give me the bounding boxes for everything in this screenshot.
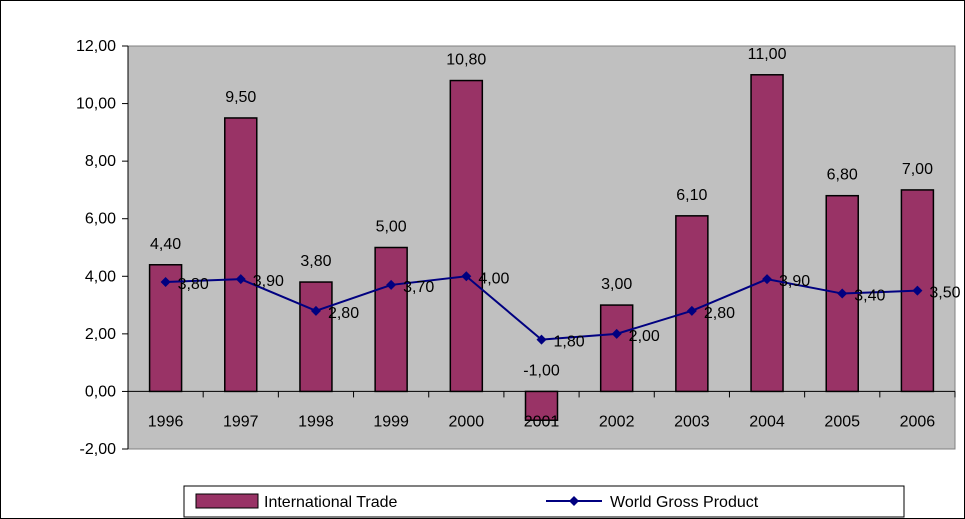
x-tick-label: 2001 xyxy=(524,413,560,430)
x-tick-label: 2005 xyxy=(824,413,860,430)
line-point-2005 xyxy=(837,288,848,299)
bar-data-label: 5,00 xyxy=(376,219,407,236)
bar-data-label: 7,00 xyxy=(902,161,933,178)
bar-1997 xyxy=(224,117,258,393)
line-point-1996 xyxy=(160,277,171,288)
x-tick-label: 2004 xyxy=(749,413,785,430)
bar-data-label: 3,00 xyxy=(601,276,632,293)
line-data-label: 2,80 xyxy=(704,305,735,322)
line-data-label: 1,80 xyxy=(554,334,585,351)
x-tick-label: 1996 xyxy=(148,413,184,430)
bar-1999 xyxy=(374,246,408,393)
bar-data-label: 9,50 xyxy=(225,89,256,106)
legend: International Trade World Gross Product xyxy=(183,485,905,518)
bar-2000 xyxy=(449,79,484,393)
legend-box xyxy=(183,485,905,518)
line-data-label: 3,50 xyxy=(929,285,960,302)
x-tick-label: 2000 xyxy=(449,413,485,430)
bar-data-label: 11,00 xyxy=(748,46,787,63)
line-data-label: 3,70 xyxy=(403,279,434,296)
line-point-1999 xyxy=(386,279,397,290)
y-tick-label: 0,00 xyxy=(85,383,116,400)
x-tick-label: 1997 xyxy=(223,413,259,430)
legend-label-world-gross-product: World Gross Product xyxy=(610,494,759,511)
plot-area xyxy=(127,45,956,450)
line-point-2001 xyxy=(536,334,547,345)
line-data-label: 3,80 xyxy=(178,276,209,293)
bar-data-label: 4,40 xyxy=(150,236,181,253)
y-tick-label: 10,00 xyxy=(76,96,116,113)
line-data-labels: 3,80 3,90 2,80 3,70 4,00 1,80 2,00 2,80 3,90 3,40… xyxy=(178,270,961,350)
y-tick-label: 2,00 xyxy=(85,326,116,343)
line-data-label: 2,80 xyxy=(328,305,359,322)
y-tick-label: 4,00 xyxy=(85,268,116,285)
legend-swatch-international-trade xyxy=(195,493,259,509)
line-point-2002 xyxy=(611,328,622,339)
bar-2002 xyxy=(599,304,634,393)
bar-2003 xyxy=(675,215,709,393)
y-tick-label: 12,00 xyxy=(76,38,116,55)
x-tick-label: 2003 xyxy=(674,413,710,430)
line-point-2003 xyxy=(686,305,697,316)
bar-2001 xyxy=(524,390,559,421)
line-data-label: 3,90 xyxy=(253,273,284,290)
x-tick-label: 2002 xyxy=(599,413,635,430)
line-series xyxy=(160,271,923,345)
x-tick-label: 1998 xyxy=(298,413,334,430)
line-point-1997 xyxy=(235,274,246,285)
bar-data-labels: 4,40 9,50 3,80 5,00 10,80 -1,00 3,00 6,10 11,00 6… xyxy=(150,46,933,380)
line-point-2004 xyxy=(762,274,773,285)
line-data-label: 2,00 xyxy=(629,328,660,345)
y-tick-label: 8,00 xyxy=(85,153,116,170)
line-point-2000 xyxy=(461,271,472,282)
line-point-1998 xyxy=(310,305,321,316)
x-tick-label: 2006 xyxy=(900,413,936,430)
bar-data-label: -1,00 xyxy=(523,362,560,379)
y-tick-label: 6,00 xyxy=(85,211,116,228)
bar-1998 xyxy=(299,281,333,393)
y-tick-label: -2,00 xyxy=(80,441,117,458)
bar-data-label: 10,80 xyxy=(446,52,486,69)
line-point-2006 xyxy=(912,285,923,296)
x-axis-labels: 1996 1997 1998 1999 2000 2001 2002 2003 2004 2005… xyxy=(148,413,936,430)
x-tick-label: 1999 xyxy=(373,413,409,430)
line-data-label: 3,40 xyxy=(854,288,885,305)
line-data-label: 3,90 xyxy=(779,273,810,290)
bar-data-label: 3,80 xyxy=(300,253,331,270)
bar-data-label: 6,80 xyxy=(827,167,858,184)
legend-marker-world-gross-product xyxy=(569,496,579,506)
bar-2004 xyxy=(750,74,784,393)
line-data-label: 4,00 xyxy=(478,270,509,287)
bar-data-label: 6,10 xyxy=(676,187,707,204)
legend-label-international-trade: International Trade xyxy=(264,494,398,511)
